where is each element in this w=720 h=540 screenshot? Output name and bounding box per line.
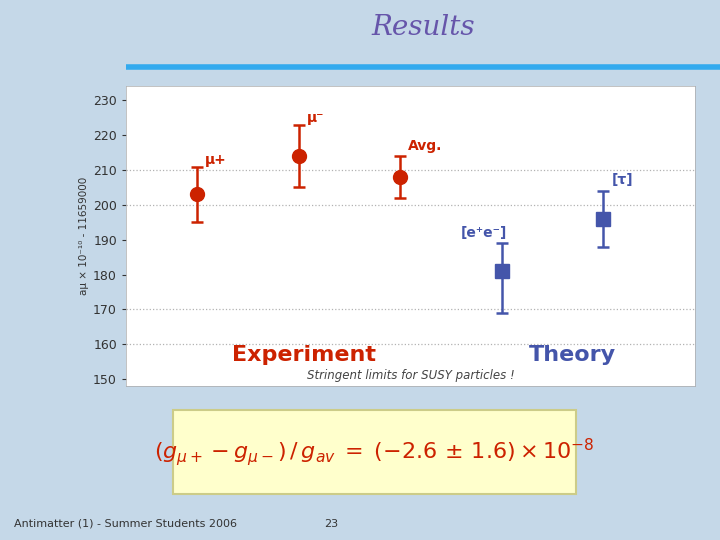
Text: 23: 23: [324, 518, 338, 529]
Text: $(g_{\mu+} - g_{\mu-})\,/\,g_{av}\;=\;(-2.6\,\pm\,1.6)\times10^{-8}$: $(g_{\mu+} - g_{\mu-})\,/\,g_{av}\;=\;(-…: [154, 436, 595, 468]
Text: [e⁺e⁻]: [e⁺e⁻]: [462, 226, 508, 240]
Text: μ+: μ+: [205, 153, 227, 166]
FancyBboxPatch shape: [173, 410, 576, 494]
Text: [τ]: [τ]: [611, 173, 633, 187]
Text: Experiment: Experiment: [232, 345, 376, 364]
Text: Antimatter (1) - Summer Students 2006: Antimatter (1) - Summer Students 2006: [14, 518, 238, 529]
Text: Test of CPT (positive vs negative muons):: Test of CPT (positive vs negative muons)…: [126, 353, 482, 368]
Y-axis label: aμ × 10⁻¹⁰ - 11659000: aμ × 10⁻¹⁰ - 11659000: [79, 177, 89, 295]
Text: Theory: Theory: [529, 345, 616, 364]
Text: Avg.: Avg.: [408, 139, 443, 153]
Text: Experiment vs Theory (for negative muons):: Experiment vs Theory (for negative muons…: [126, 92, 506, 107]
Text: μ⁻: μ⁻: [307, 111, 324, 125]
Text: Results: Results: [372, 14, 474, 41]
Text: Stringent limits for SUSY particles !: Stringent limits for SUSY particles !: [307, 369, 514, 382]
